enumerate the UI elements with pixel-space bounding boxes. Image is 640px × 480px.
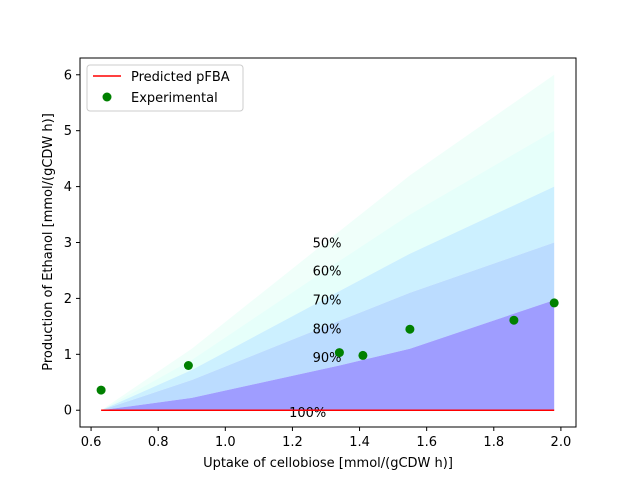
x-tick-label: 2.0 [551,435,572,450]
legend-label-pfba: Predicted pFBA [131,70,230,85]
y-axis-ticks: 0 1 2 3 4 5 6 [64,68,80,419]
band-label: 80% [313,323,342,338]
series [96,298,559,411]
y-axis-label: Production of Ethanol [mmol/(gCDW h)] [41,113,56,371]
experimental-point [549,298,559,308]
x-axis-ticks: 0.6 0.8 1.0 1.2 1.4 1.6 1.8 2.0 [81,427,572,450]
experimental-point [96,385,106,395]
x-tick-label: 1.2 [282,435,303,450]
y-tick-label: 2 [64,292,72,307]
experimental-point [358,350,368,360]
band-90pct [101,300,555,411]
band-label: 60% [313,265,342,280]
experimental-point [183,361,193,370]
y-tick-label: 1 [64,348,72,363]
x-tick-label: 0.6 [81,435,102,450]
band-label: 70% [313,294,342,309]
band-70pct [101,186,555,411]
legend-label-experimental: Experimental [131,91,218,106]
x-tick-label: 1.6 [416,435,437,450]
band-label: 100% [289,406,326,421]
x-tick-label: 1.0 [215,435,236,450]
band-60pct [101,130,555,411]
x-tick-label: 0.8 [148,435,169,450]
legend-box [86,64,244,112]
y-tick-label: 3 [64,236,72,251]
band-80pct [101,242,555,411]
y-tick-label: 4 [64,180,72,195]
legend: Predicted pFBA Experimental [86,64,244,112]
experimental-point [509,315,519,325]
x-tick-label: 1.8 [483,435,504,450]
y-tick-label: 6 [64,68,72,83]
y-tick-label: 0 [64,404,72,419]
experimental-point [334,348,344,358]
y-tick-label: 5 [64,124,72,139]
band-label: 90% [313,351,342,366]
band-label: 50% [313,237,342,252]
band-labels: 50% 60% 70% 80% 90% 100% [289,237,341,421]
experimental-point [405,324,415,334]
legend-marker-swatch [102,92,112,102]
confidence-bands [101,74,555,411]
band-50pct [101,74,555,411]
x-axis-label: Uptake of cellobiose [mmol/(gCDW h)] [203,456,453,471]
x-tick-label: 1.4 [349,435,370,450]
